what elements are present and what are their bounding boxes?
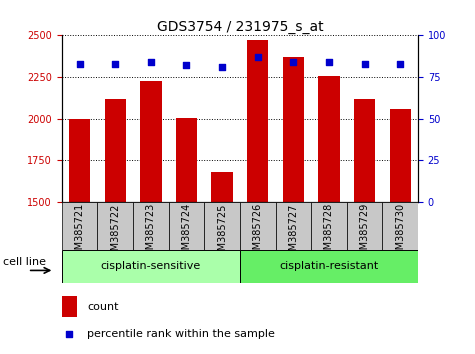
Bar <box>240 202 276 250</box>
Point <box>289 59 297 65</box>
Text: cell line: cell line <box>3 257 46 267</box>
Text: GSM385721: GSM385721 <box>75 203 85 262</box>
Text: GSM385728: GSM385728 <box>324 203 334 262</box>
Text: GSM385722: GSM385722 <box>110 203 120 263</box>
Text: GSM385730: GSM385730 <box>395 203 405 262</box>
Bar <box>247 40 268 202</box>
Text: GSM385725: GSM385725 <box>217 203 227 263</box>
Text: cisplatin-sensitive: cisplatin-sensitive <box>101 261 201 272</box>
Text: percentile rank within the sample: percentile rank within the sample <box>87 330 276 339</box>
Bar <box>283 57 304 202</box>
Bar <box>311 202 347 250</box>
Text: cisplatin-resistant: cisplatin-resistant <box>279 261 379 272</box>
Point <box>111 61 119 67</box>
Bar <box>176 118 197 202</box>
Point <box>66 332 73 337</box>
Bar <box>390 109 411 202</box>
Bar <box>62 296 77 318</box>
Bar <box>204 202 240 250</box>
Bar <box>97 202 133 250</box>
Bar <box>104 99 126 202</box>
Point <box>182 63 190 68</box>
Point <box>361 61 369 67</box>
Bar <box>169 202 204 250</box>
Point <box>254 54 261 60</box>
Bar <box>62 250 240 283</box>
Bar <box>347 202 382 250</box>
Bar <box>318 76 340 202</box>
Bar <box>69 119 90 202</box>
Title: GDS3754 / 231975_s_at: GDS3754 / 231975_s_at <box>157 21 323 34</box>
Bar <box>62 202 97 250</box>
Point <box>396 61 404 67</box>
Text: GSM385727: GSM385727 <box>288 203 298 263</box>
Bar <box>140 81 162 202</box>
Bar <box>276 202 311 250</box>
Bar <box>382 202 418 250</box>
Text: count: count <box>87 302 119 312</box>
Bar <box>240 250 418 283</box>
Text: GSM385723: GSM385723 <box>146 203 156 262</box>
Point <box>76 61 84 67</box>
Point <box>147 59 155 65</box>
Bar <box>354 99 375 202</box>
Text: GSM385729: GSM385729 <box>360 203 370 262</box>
Point <box>218 64 226 70</box>
Text: GSM385726: GSM385726 <box>253 203 263 262</box>
Point <box>325 59 332 65</box>
Bar <box>211 172 233 202</box>
Text: GSM385724: GSM385724 <box>181 203 191 262</box>
Bar <box>133 202 169 250</box>
